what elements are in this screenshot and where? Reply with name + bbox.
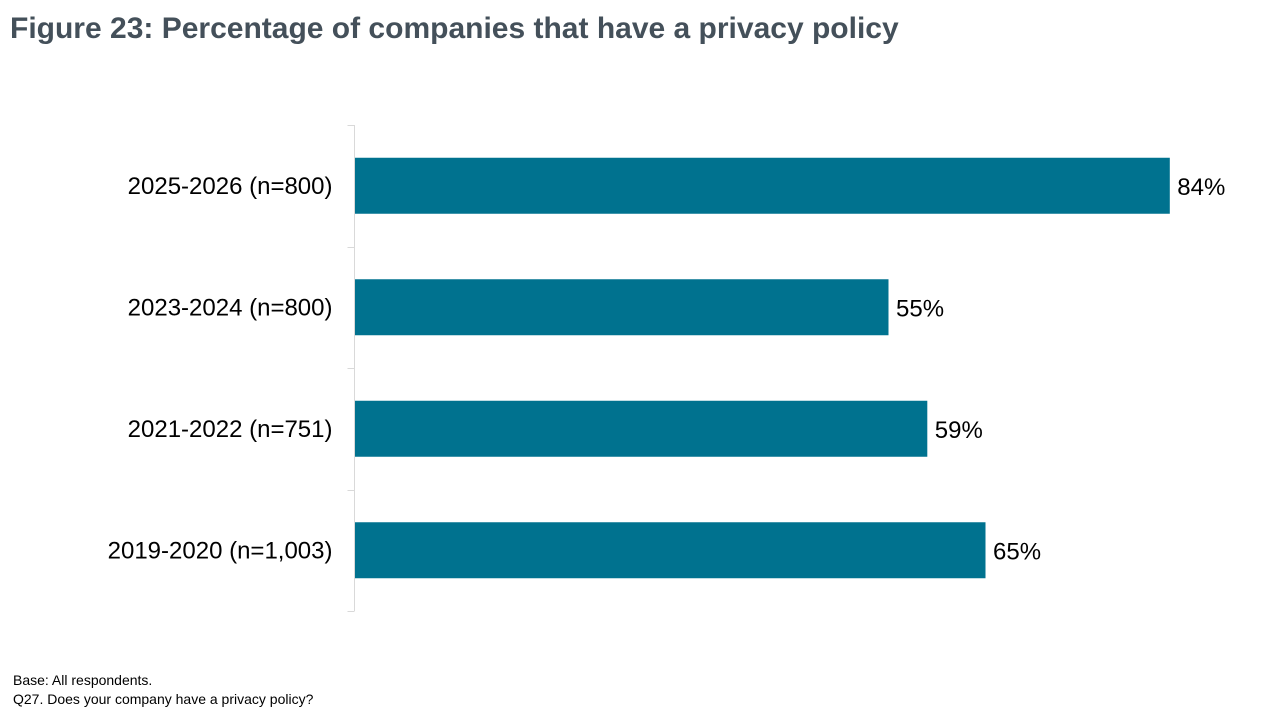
- bar: [355, 522, 986, 579]
- bar: [355, 279, 889, 336]
- category-label: 2021-2022 (n=751): [128, 416, 333, 443]
- page-title: Figure 23: Percentage of companies that …: [10, 12, 899, 45]
- bar: [355, 157, 1170, 214]
- footnote-question: Q27. Does your company have a privacy po…: [13, 691, 314, 707]
- data-label: 55%: [896, 295, 944, 322]
- category-label: 2025-2026 (n=800): [128, 173, 333, 200]
- footnote-base: Base: All respondents.: [13, 672, 153, 688]
- category-label: 2023-2024 (n=800): [128, 294, 333, 321]
- data-label: 59%: [935, 417, 983, 444]
- bar: [355, 400, 928, 457]
- data-label: 84%: [1177, 174, 1225, 201]
- category-label: 2019-2020 (n=1,003): [108, 537, 333, 564]
- data-label: 65%: [993, 538, 1041, 565]
